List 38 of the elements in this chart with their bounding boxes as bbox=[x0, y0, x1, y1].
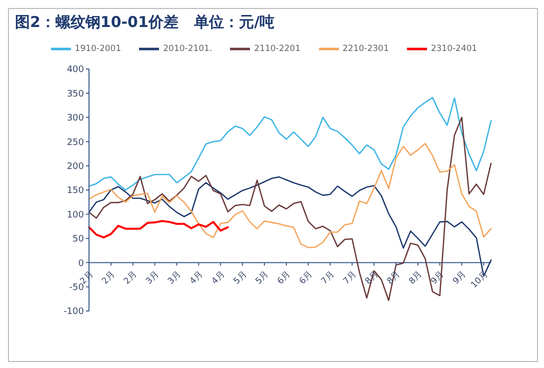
x-tick-label: 3月 bbox=[166, 269, 184, 287]
y-tick-label: -100 bbox=[64, 307, 84, 318]
y-tick-label: -50 bbox=[69, 282, 84, 293]
legend-label: 2210-2301 bbox=[342, 44, 389, 54]
x-tick-label: 8月 bbox=[407, 269, 425, 287]
x-tick-label: 5月 bbox=[232, 269, 250, 287]
x-tick-label: 4月 bbox=[188, 269, 206, 287]
x-tick-label: 2月 bbox=[122, 269, 140, 287]
x-tick-label: 4月 bbox=[210, 269, 228, 287]
line-series bbox=[88, 142, 492, 248]
x-tick-label: 8月 bbox=[385, 269, 403, 287]
y-tick-label: 300 bbox=[66, 114, 84, 124]
x-tick-label: 6月 bbox=[298, 269, 316, 287]
x-tick-label: 7月 bbox=[342, 269, 359, 287]
y-tick-label: 200 bbox=[66, 162, 84, 172]
legend-label: 2310-2401 bbox=[430, 44, 478, 54]
x-tick-label: 6月 bbox=[276, 269, 294, 287]
y-tick-label: 150 bbox=[66, 186, 84, 196]
chart-title: 图2：螺纹钢10-01价差 单位：元/吨 bbox=[15, 13, 275, 32]
x-tick-label: 8月 bbox=[364, 269, 381, 287]
line-series bbox=[88, 96, 492, 191]
legend-label: 2110-2201 bbox=[254, 44, 301, 54]
x-tick-label: 3月 bbox=[144, 269, 162, 287]
x-tick-label: 5月 bbox=[254, 269, 272, 287]
legend-label: 2010-2101. bbox=[163, 44, 212, 54]
y-tick-label: 100 bbox=[66, 210, 84, 220]
y-tick-label: 50 bbox=[72, 234, 84, 245]
x-tick-label: 10月 bbox=[469, 269, 490, 290]
y-tick-label: 350 bbox=[66, 89, 84, 100]
x-tick-label: 9月 bbox=[429, 269, 447, 287]
y-tick-label: 0 bbox=[78, 258, 84, 269]
x-tick-label: 7月 bbox=[320, 269, 337, 287]
y-tick-label: 250 bbox=[66, 138, 84, 148]
legend-label: 1910-2001 bbox=[74, 44, 122, 54]
x-tick-label: 9月 bbox=[451, 269, 469, 287]
y-tick-label: 400 bbox=[66, 65, 84, 76]
x-tick-label: 2月 bbox=[100, 269, 118, 287]
line-series bbox=[88, 220, 229, 238]
